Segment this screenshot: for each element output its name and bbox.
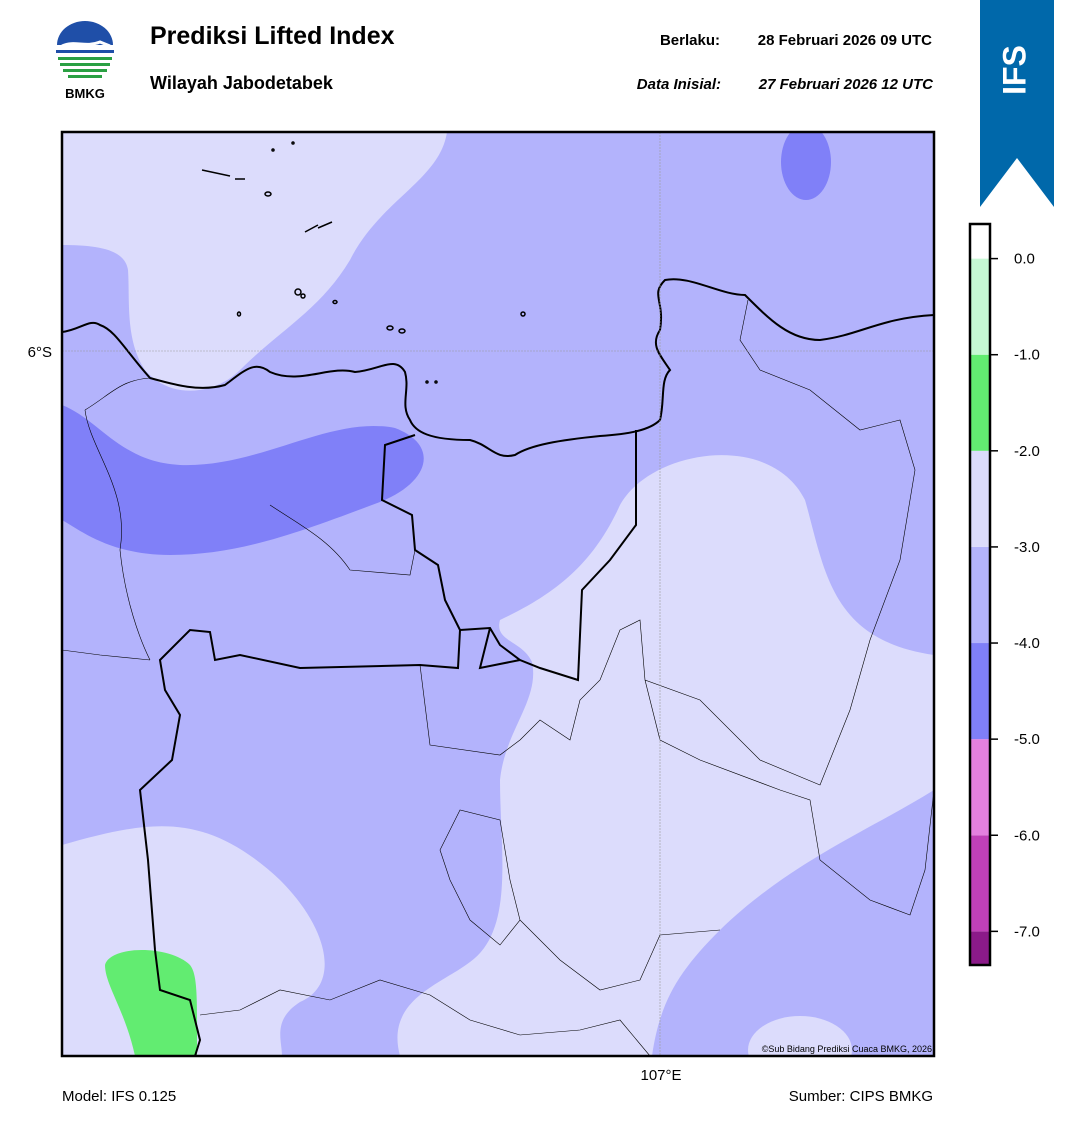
- subtitle: Wilayah Jabodetabek: [150, 73, 334, 93]
- colorbar-tick-label: -2.0: [1014, 443, 1040, 460]
- valid-label: Berlaku:: [660, 32, 720, 49]
- colorbar: 0.0 -1.0 -2.0 -3.0 -4.0 -5.0 -6.0 -7.0: [968, 222, 1040, 967]
- map: ©Sub Bidang Prediksi Cuaca BMKG, 2026: [62, 132, 934, 1056]
- init-value: 27 Februari 2026 12 UTC: [758, 76, 934, 93]
- colorbar-frame: [968, 222, 992, 967]
- colorbar-band: [970, 224, 990, 259]
- init-label: Data Inisial:: [637, 76, 721, 93]
- colorbar-band: [970, 354, 990, 451]
- colorbar-band: [970, 450, 990, 547]
- colorbar-tick-label: -4.0: [1014, 635, 1040, 652]
- logo-text: BMKG: [65, 86, 105, 101]
- colorbar-tick-label: -6.0: [1014, 827, 1040, 844]
- colorbar-band: [970, 931, 990, 965]
- colorbar-tick-label: -3.0: [1014, 539, 1040, 556]
- lon-label: 107°E: [640, 1067, 681, 1084]
- credit: ©Sub Bidang Prediksi Cuaca BMKG, 2026: [762, 1044, 932, 1054]
- colorbar-tick-label: -5.0: [1014, 731, 1040, 748]
- colorbar-band: [970, 546, 990, 644]
- colorbar-tick-label: -1.0: [1014, 347, 1040, 364]
- colorbar-band: [970, 835, 990, 932]
- badge-text: IFS: [996, 45, 1032, 95]
- logo: BMKG: [56, 21, 114, 101]
- colorbar-band: [970, 739, 990, 836]
- footer-source: Sumber: CIPS BMKG: [789, 1088, 933, 1105]
- colorbar-band: [970, 643, 990, 740]
- valid-value: 28 Februari 2026 09 UTC: [758, 32, 932, 49]
- colorbar-band: [970, 258, 990, 355]
- map-frame: [60, 130, 936, 1058]
- colorbar-tick-label: 0.0: [1014, 251, 1035, 268]
- title: Prediksi Lifted Index: [150, 22, 395, 50]
- lat-label: 6°S: [28, 344, 52, 361]
- footer-model: Model: IFS 0.125: [62, 1088, 176, 1105]
- colorbar-tick-label: -7.0: [1014, 923, 1040, 940]
- badge: [980, 0, 1054, 207]
